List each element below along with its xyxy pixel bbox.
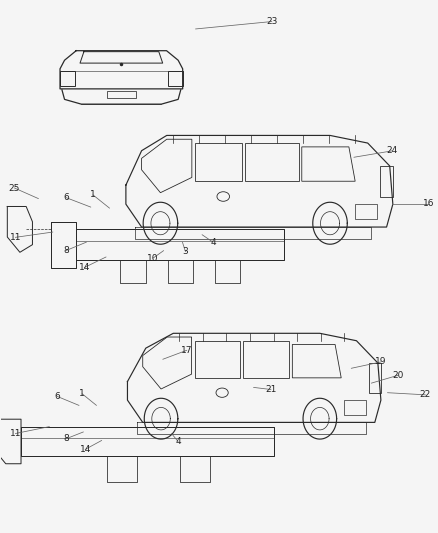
Text: 16: 16 — [422, 199, 434, 208]
Text: 11: 11 — [10, 233, 21, 242]
Text: 23: 23 — [265, 17, 277, 26]
Text: 25: 25 — [9, 183, 20, 192]
Text: 14: 14 — [78, 263, 90, 272]
Text: 17: 17 — [180, 346, 192, 355]
Text: 4: 4 — [175, 437, 180, 446]
Text: 6: 6 — [54, 392, 60, 401]
Text: 6: 6 — [63, 193, 69, 202]
Text: 1: 1 — [79, 389, 85, 398]
Text: 14: 14 — [79, 445, 91, 454]
Text: 10: 10 — [147, 254, 159, 263]
Text: 19: 19 — [374, 358, 386, 367]
Text: 22: 22 — [419, 390, 430, 399]
Text: 21: 21 — [265, 385, 276, 394]
Text: 4: 4 — [210, 238, 215, 247]
Text: 20: 20 — [392, 370, 403, 379]
Text: 8: 8 — [63, 246, 69, 255]
Text: 3: 3 — [182, 247, 188, 256]
Text: 24: 24 — [385, 147, 396, 156]
Text: 8: 8 — [63, 434, 69, 443]
Text: 11: 11 — [10, 429, 21, 438]
Text: 1: 1 — [90, 190, 95, 199]
